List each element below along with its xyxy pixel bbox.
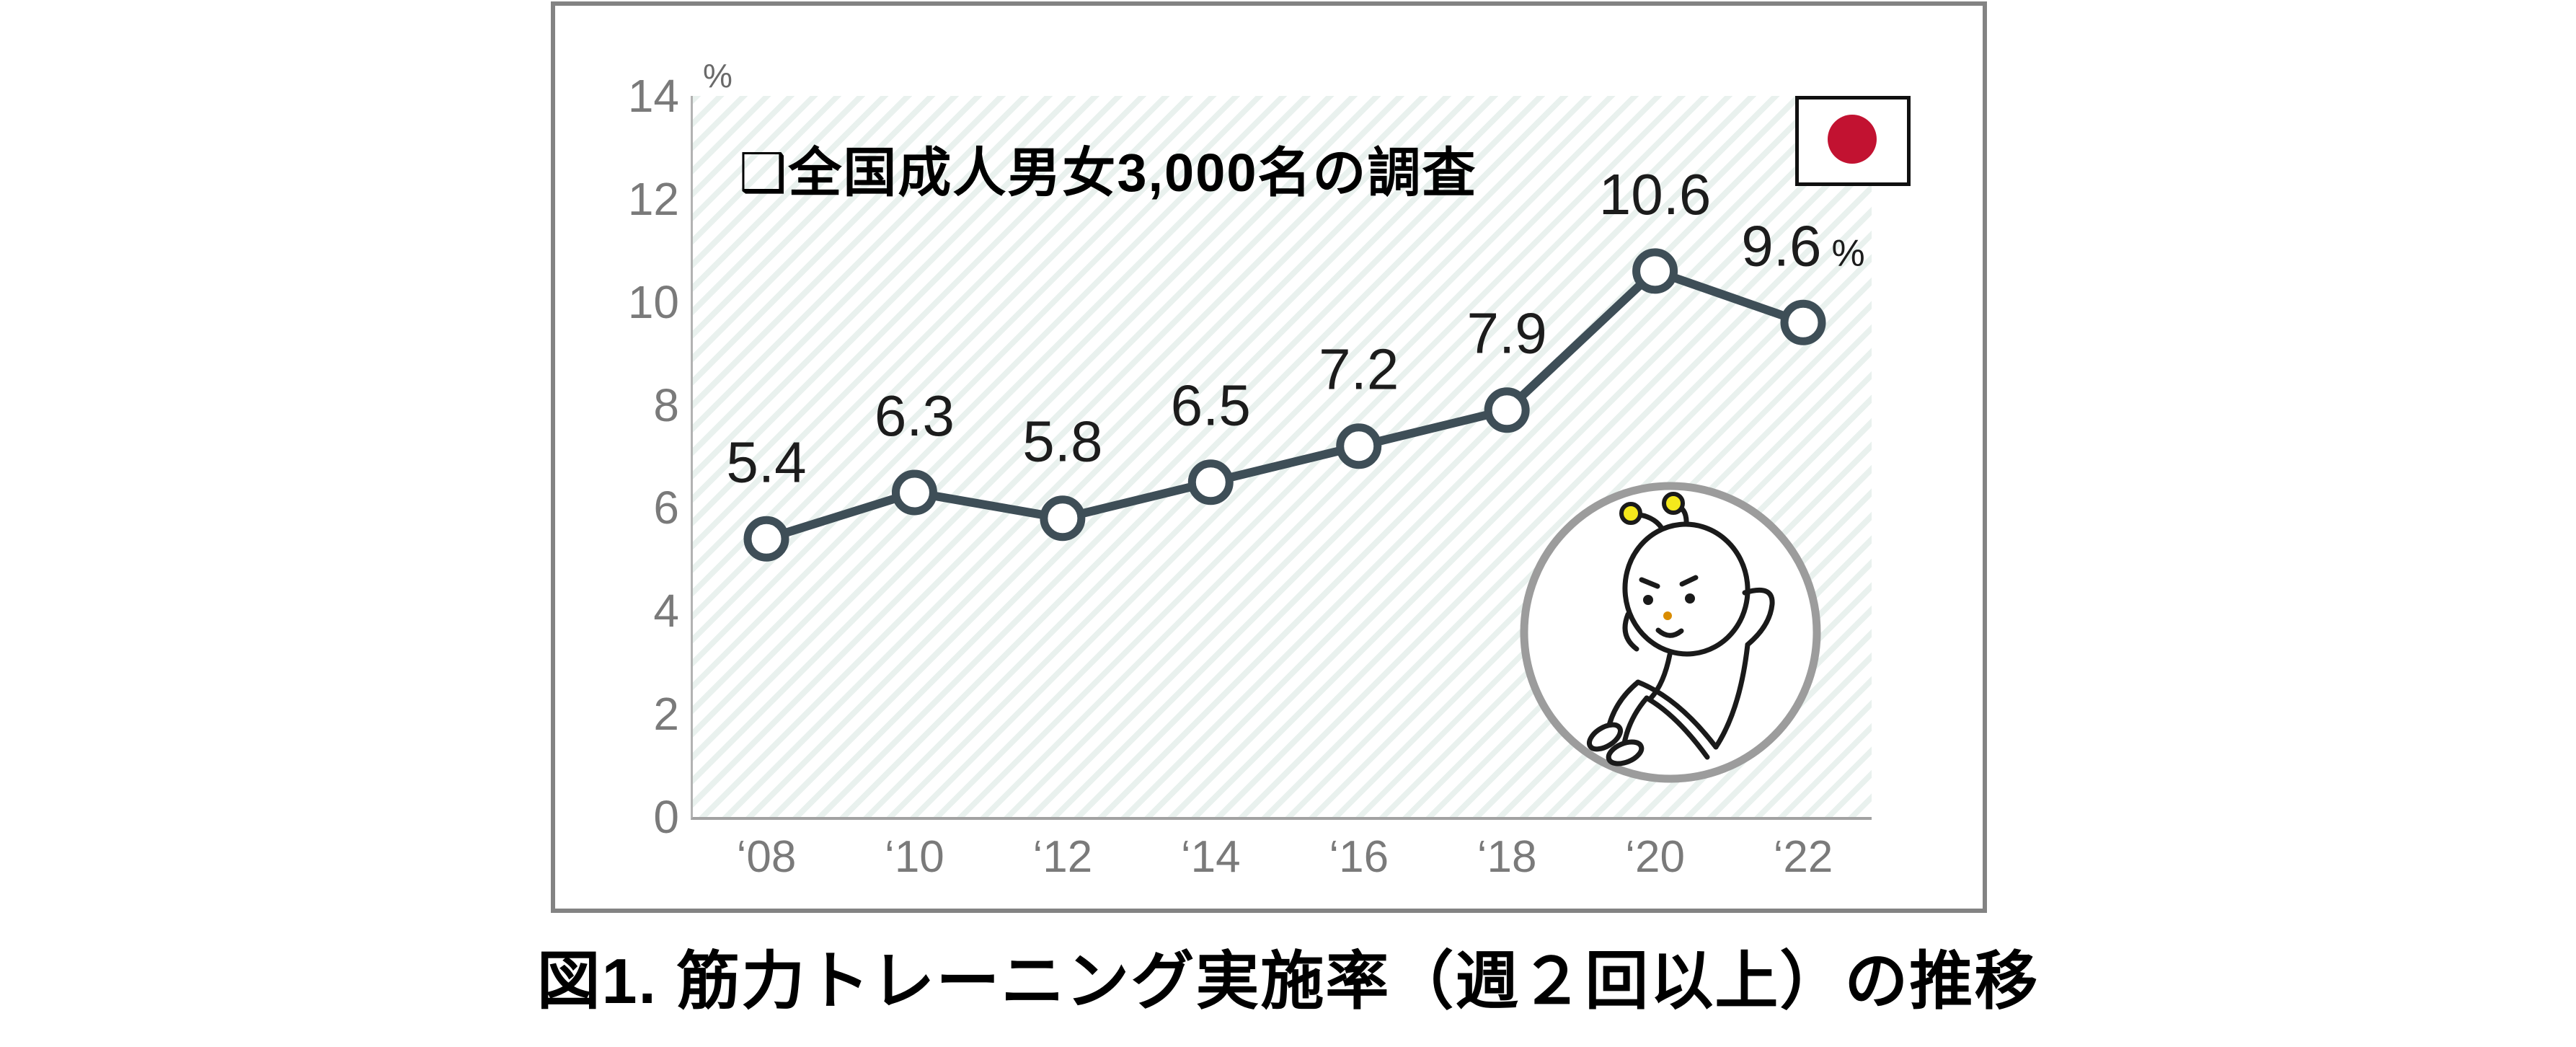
x-tick-label: ‘16 — [1329, 832, 1389, 882]
rising-sun-disc-icon — [1828, 115, 1877, 164]
x-tick-label: ‘12 — [1032, 832, 1093, 882]
data-point-label: 10.6 — [1599, 162, 1712, 226]
x-tick-label: ‘10 — [885, 832, 944, 882]
japan-flag-icon — [1795, 96, 1911, 186]
y-tick-label: 14 — [627, 70, 679, 122]
data-point-marker — [891, 469, 937, 516]
figure-caption: 図1. 筋力トレーニング実施率（週２回以上）の推移 — [536, 945, 2040, 1017]
chart-box: % 0 2 4 6 8 10 12 14 ‘08 ‘10 ‘12 ‘14 ‘16 ‘18 ‘20 ‘22 ❑… — [551, 1, 1987, 913]
antenna-tip-icon — [1662, 492, 1685, 515]
data-point-label: 9.6% — [1741, 213, 1864, 278]
data-point-marker — [1336, 423, 1382, 469]
data-point-label: 5.8 — [1022, 410, 1102, 474]
data-point-label: 7.2 — [1319, 337, 1399, 402]
x-tick-label: ‘22 — [1773, 832, 1833, 882]
y-tick-label: 8 — [653, 379, 679, 431]
data-point-label: 6.5 — [1171, 374, 1251, 438]
x-tick-label: ‘14 — [1180, 832, 1241, 882]
data-point-marker — [743, 516, 789, 562]
data-point-marker — [1780, 299, 1826, 345]
data-point-marker — [1187, 459, 1234, 505]
data-point-marker — [1484, 387, 1530, 433]
y-tick-label: 4 — [653, 585, 679, 637]
data-point-marker — [1632, 248, 1678, 294]
y-tick-label: 2 — [653, 688, 679, 741]
x-tick-label: ‘20 — [1625, 832, 1685, 882]
situp-mascot-icon — [1520, 482, 1821, 783]
y-axis-unit-label: % — [703, 57, 732, 94]
data-point-marker — [1040, 495, 1086, 542]
survey-note-label: ❑全国成人男女3,000名の調査 — [739, 143, 1477, 203]
data-point-label: 7.9 — [1467, 301, 1547, 366]
x-tick-label: ‘08 — [736, 832, 797, 882]
x-tick-label: ‘18 — [1477, 832, 1537, 882]
y-tick-label: 10 — [627, 275, 679, 328]
line-series: 5.4 6.3 5.8 6.5 7.2 7.9 10.6 9.6% — [726, 162, 1865, 562]
series-line — [765, 266, 1805, 544]
y-tick-label: 12 — [627, 172, 679, 225]
antenna-tip-icon — [1619, 502, 1642, 525]
data-point-label: 5.4 — [726, 430, 806, 494]
y-tick-label: 6 — [653, 482, 679, 534]
y-tick-label: 0 — [653, 791, 679, 843]
data-point-label: 6.3 — [875, 384, 955, 448]
